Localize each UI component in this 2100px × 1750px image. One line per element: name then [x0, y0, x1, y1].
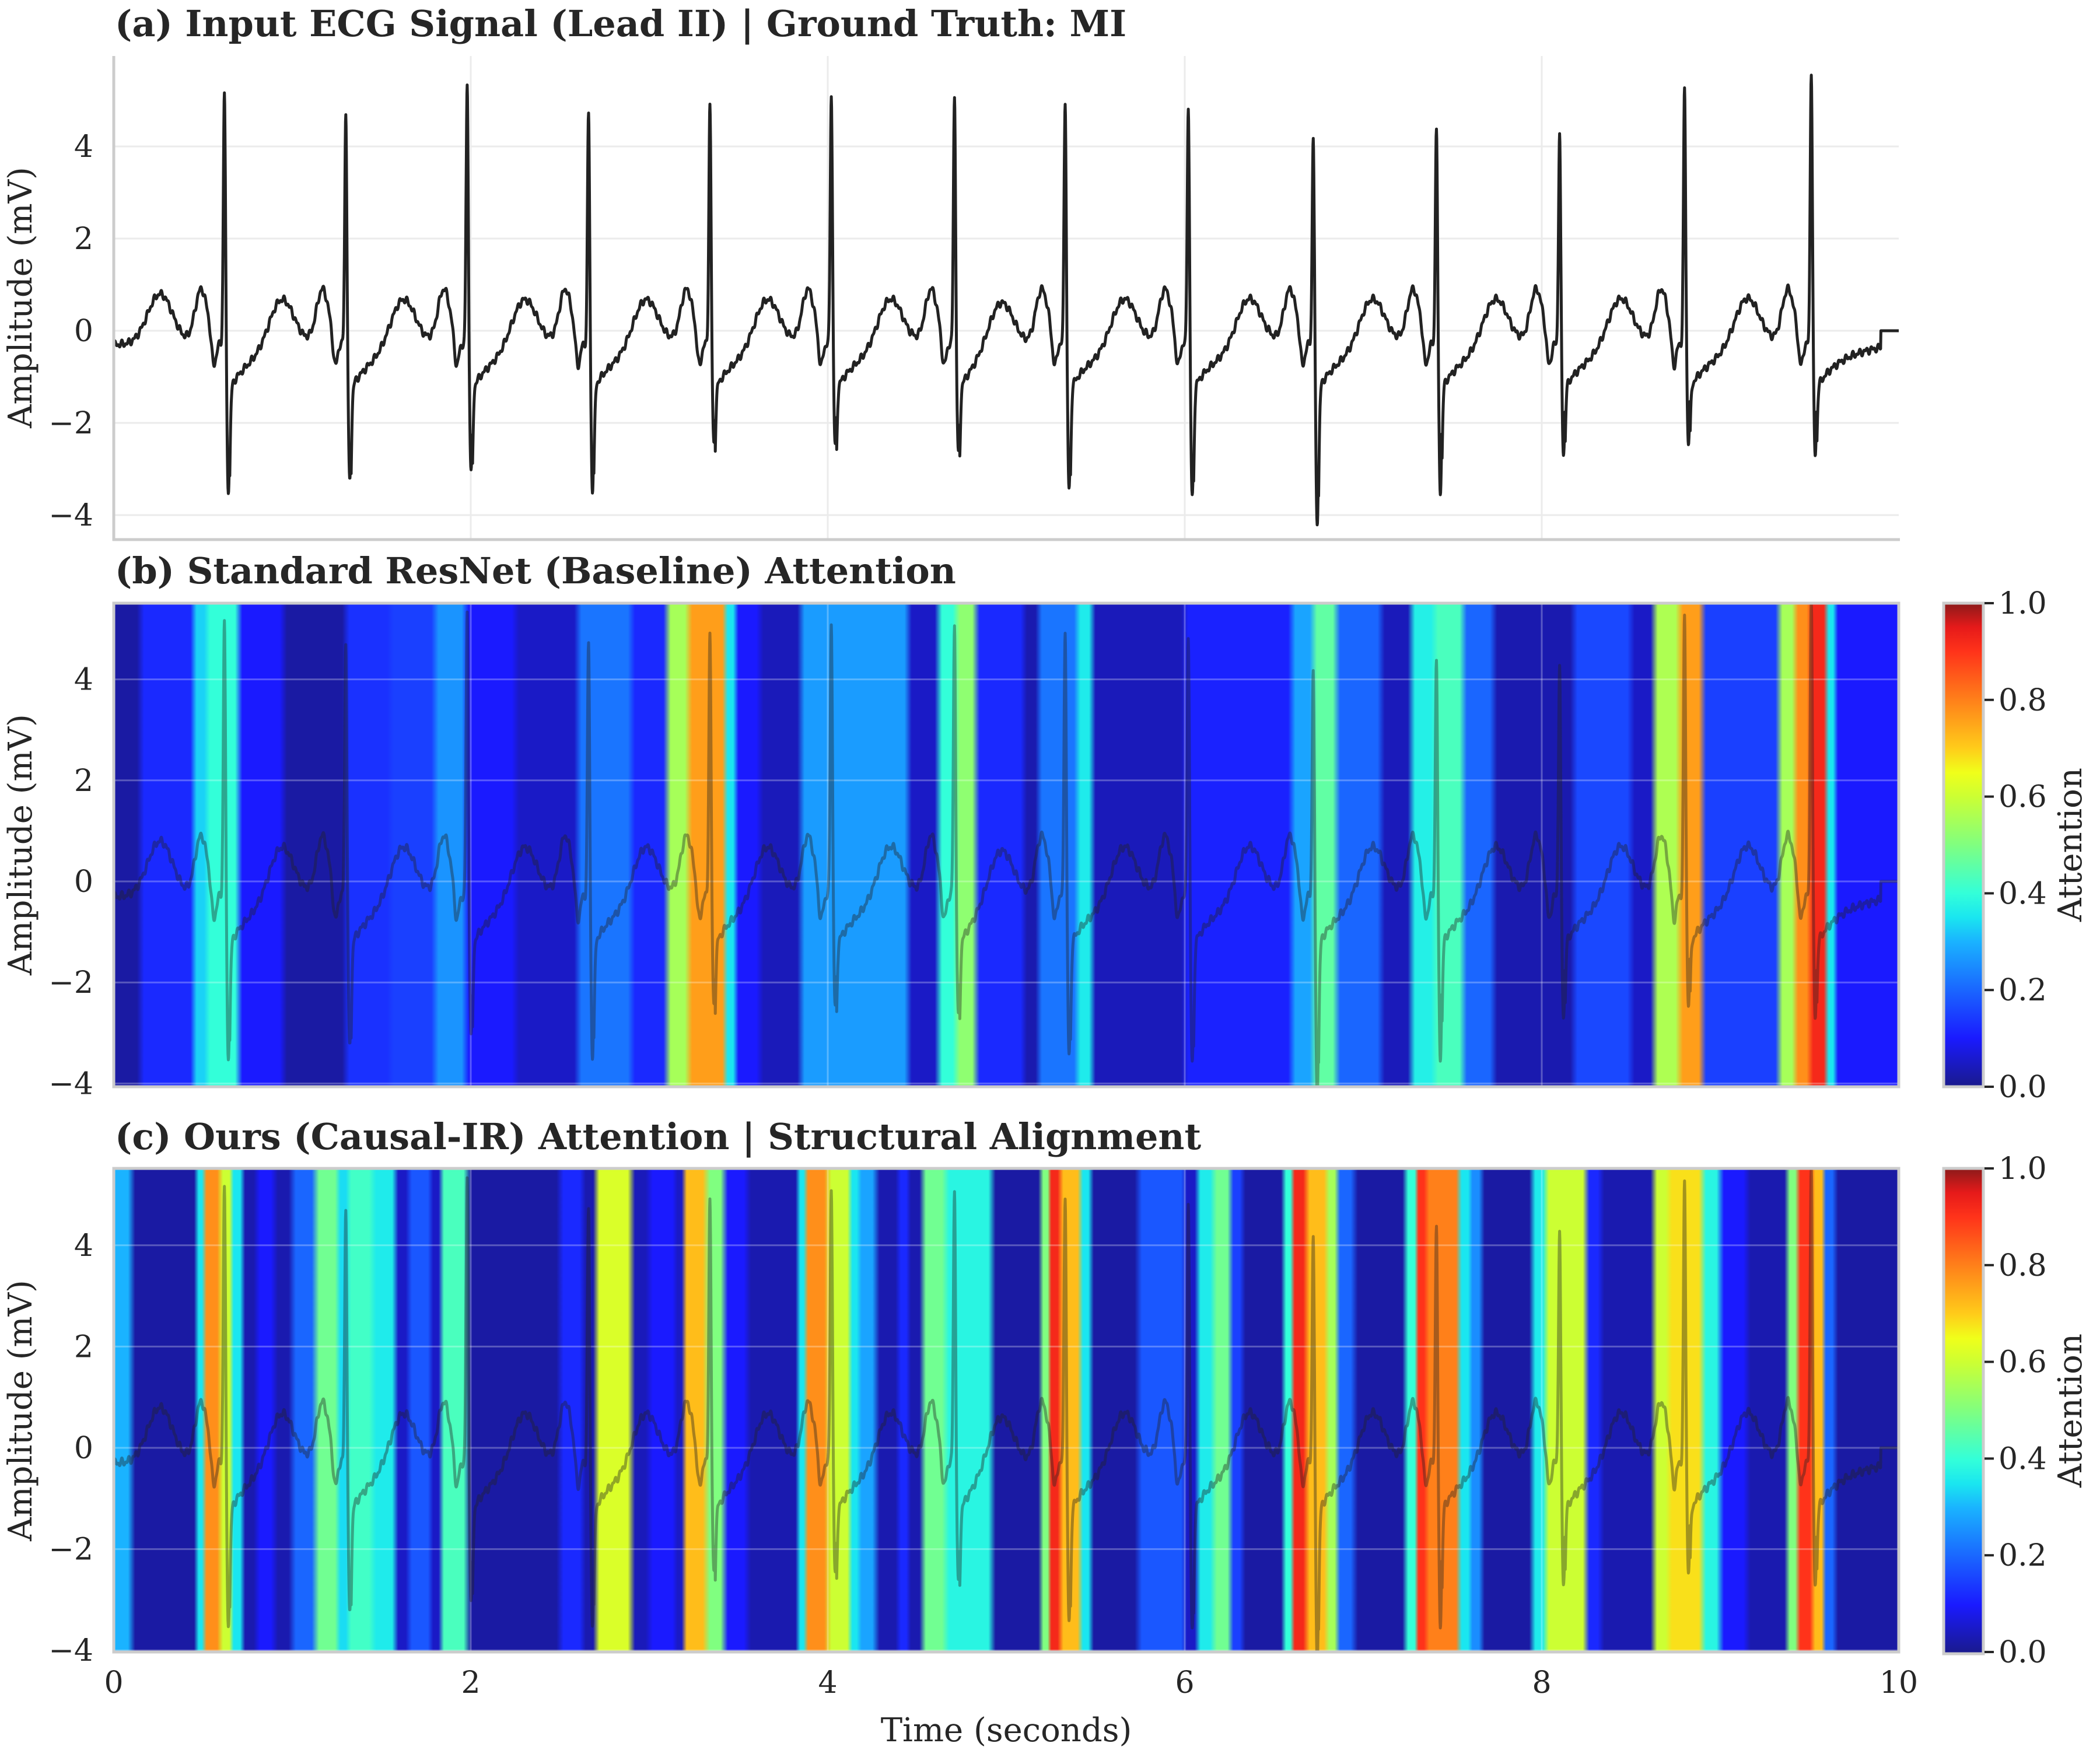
y-tick-label: 2 [74, 764, 93, 799]
colorbar-c-ticks: 0.0 0.2 0.4 0.6 0.8 1.0 [1985, 1152, 2047, 1670]
colorbar-b: 0.0 0.2 0.4 0.6 0.8 1.0 Attention [1942, 586, 2090, 1105]
colorbar-tick-label: 0.0 [1999, 1635, 2047, 1670]
colorbar-tick-label: 1.0 [1999, 1152, 2047, 1186]
panel-b-yticks: −4 −2 0 2 4 [48, 663, 93, 1102]
ecg-overlay-line-b [114, 603, 1899, 1087]
colorbar-tick-label: 0.8 [1999, 1248, 2047, 1283]
panel-b: (b) Standard ResNet (Baseline) Attention… [2, 550, 2090, 1105]
y-tick-label: −2 [48, 965, 93, 1000]
x-axis-ticks: 0 2 4 6 8 10 [104, 1665, 1918, 1700]
y-tick-label: 0 [74, 1431, 93, 1466]
y-tick-label: −2 [48, 406, 93, 441]
ecg-overlay-line-c [114, 1168, 1899, 1652]
colorbar-c-gradient [1942, 1167, 1985, 1656]
panel-a-grid [114, 56, 1899, 540]
y-tick-label: −4 [48, 1066, 93, 1101]
panel-c-title: (c) Ours (Causal-IR) Attention | Structu… [115, 1115, 1202, 1158]
panel-b-ylabel: Amplitude (mV) [2, 714, 40, 976]
panel-c-frame [112, 1167, 1901, 1654]
colorbar-b-ticks: 0.0 0.2 0.4 0.6 0.8 1.0 [1985, 586, 2047, 1105]
y-tick-label: −2 [48, 1532, 93, 1567]
x-tick-label: 8 [1532, 1665, 1551, 1700]
y-tick-label: 4 [74, 130, 93, 164]
y-tick-label: 0 [74, 314, 93, 349]
colorbar-c-label: Attention [2052, 1334, 2090, 1488]
y-tick-label: −4 [48, 1633, 93, 1668]
y-tick-label: 0 [74, 864, 93, 900]
panel-c: (c) Ours (Causal-IR) Attention | Structu… [2, 1115, 2090, 1749]
panel-c-yticks: −4 −2 0 2 4 [48, 1228, 93, 1668]
x-tick-label: 4 [818, 1665, 837, 1700]
colorbar-b-gradient [1942, 601, 1985, 1088]
x-tick-label: 6 [1175, 1665, 1194, 1700]
panel-b-grid [114, 603, 1899, 1087]
x-tick-label: 0 [104, 1665, 123, 1700]
colorbar-tick-label: 0.6 [1999, 780, 2047, 815]
panel-c-attention-heatmap [114, 1168, 1899, 1652]
y-tick-label: 2 [74, 1329, 93, 1364]
colorbar-tick-label: 0.6 [1999, 1345, 2047, 1380]
x-tick-label: 2 [461, 1665, 480, 1700]
colorbar-tick-label: 0.0 [1999, 1070, 2047, 1105]
y-tick-label: 4 [74, 663, 93, 698]
panel-c-grid [114, 1168, 1899, 1652]
x-axis-label: Time (seconds) [881, 1712, 1132, 1749]
panel-a-title: (a) Input ECG Signal (Lead II) | Ground … [115, 2, 1126, 45]
y-tick-label: 4 [74, 1228, 93, 1264]
panel-a-ylabel: Amplitude (mV) [2, 167, 40, 429]
colorbar-tick-label: 0.2 [1999, 973, 2047, 1008]
panel-c-ylabel: Amplitude (mV) [2, 1280, 40, 1542]
colorbar-tick-label: 0.4 [1999, 1441, 2047, 1476]
panel-b-attention-heatmap [114, 603, 1899, 1087]
panel-b-title: (b) Standard ResNet (Baseline) Attention [115, 550, 956, 592]
y-tick-label: −4 [48, 498, 93, 533]
x-tick-label: 10 [1880, 1665, 1918, 1700]
colorbar-b-label: Attention [2052, 768, 2090, 922]
panel-b-frame [112, 601, 1901, 1088]
colorbar-tick-label: 1.0 [1999, 586, 2047, 621]
colorbar-tick-label: 0.8 [1999, 683, 2047, 718]
panel-a: (a) Input ECG Signal (Lead II) | Ground … [2, 2, 1900, 541]
y-tick-label: 2 [74, 222, 93, 257]
panel-a-yticks: −4 −2 0 2 4 [48, 130, 93, 533]
colorbar-tick-label: 0.4 [1999, 876, 2047, 911]
ecg-signal-line [114, 74, 1899, 527]
colorbar-c: 0.0 0.2 0.4 0.6 0.8 1.0 Attention [1942, 1152, 2090, 1670]
colorbar-tick-label: 0.2 [1999, 1538, 2047, 1573]
